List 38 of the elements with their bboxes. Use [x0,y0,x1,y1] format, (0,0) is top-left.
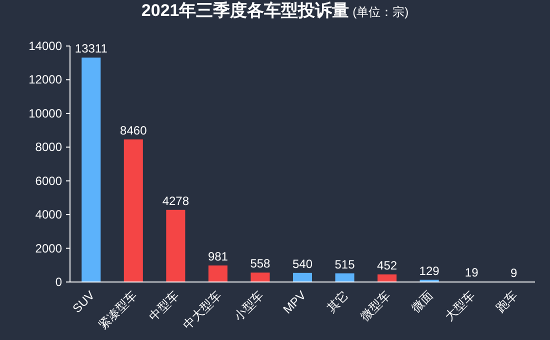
data-label: 981 [208,249,228,264]
x-tick-label: 大型车 [442,288,478,324]
x-tick-label: 跑车 [493,288,520,316]
x-tick-label: 中大型车 [180,288,224,332]
y-tick-label: 14000 [28,39,62,53]
bar [208,265,228,282]
y-tick-label: 10000 [28,106,62,120]
y-tick-label: 0 [55,275,62,289]
data-label: 13311 [74,42,108,56]
bar [82,58,101,282]
bar [166,210,186,282]
y-tick-label: 8000 [35,140,62,154]
y-tick-label: 4000 [35,208,62,222]
bar [378,274,397,282]
data-label: 515 [334,257,356,272]
bar [250,272,270,282]
data-label: 452 [377,258,398,272]
y-tick-label: 2000 [35,241,62,256]
bar [292,272,312,282]
bar [335,273,354,282]
x-tick-label: 微型车 [358,288,394,324]
y-tick-label: 6000 [35,174,62,188]
bar [124,139,143,282]
x-tick-label: 中型车 [146,288,182,324]
data-label: 558 [250,256,271,271]
x-tick-label: 其它 [324,288,351,316]
chart-subtitle: (单位：宗) [349,5,409,19]
data-label: 540 [292,256,313,271]
data-label: 129 [419,264,440,278]
data-label: 19 [464,266,479,280]
data-label: 8460 [120,123,148,138]
y-tick-label: 12000 [28,72,62,87]
x-tick-label: 微面 [408,288,436,316]
x-tick-label: 紧凑型车 [96,288,140,332]
data-label: 4278 [162,194,190,208]
chart-title: 2021年三季度各车型投诉量 [141,1,350,20]
data-label: 9 [510,266,518,280]
x-tick-label: 小型车 [230,288,266,324]
